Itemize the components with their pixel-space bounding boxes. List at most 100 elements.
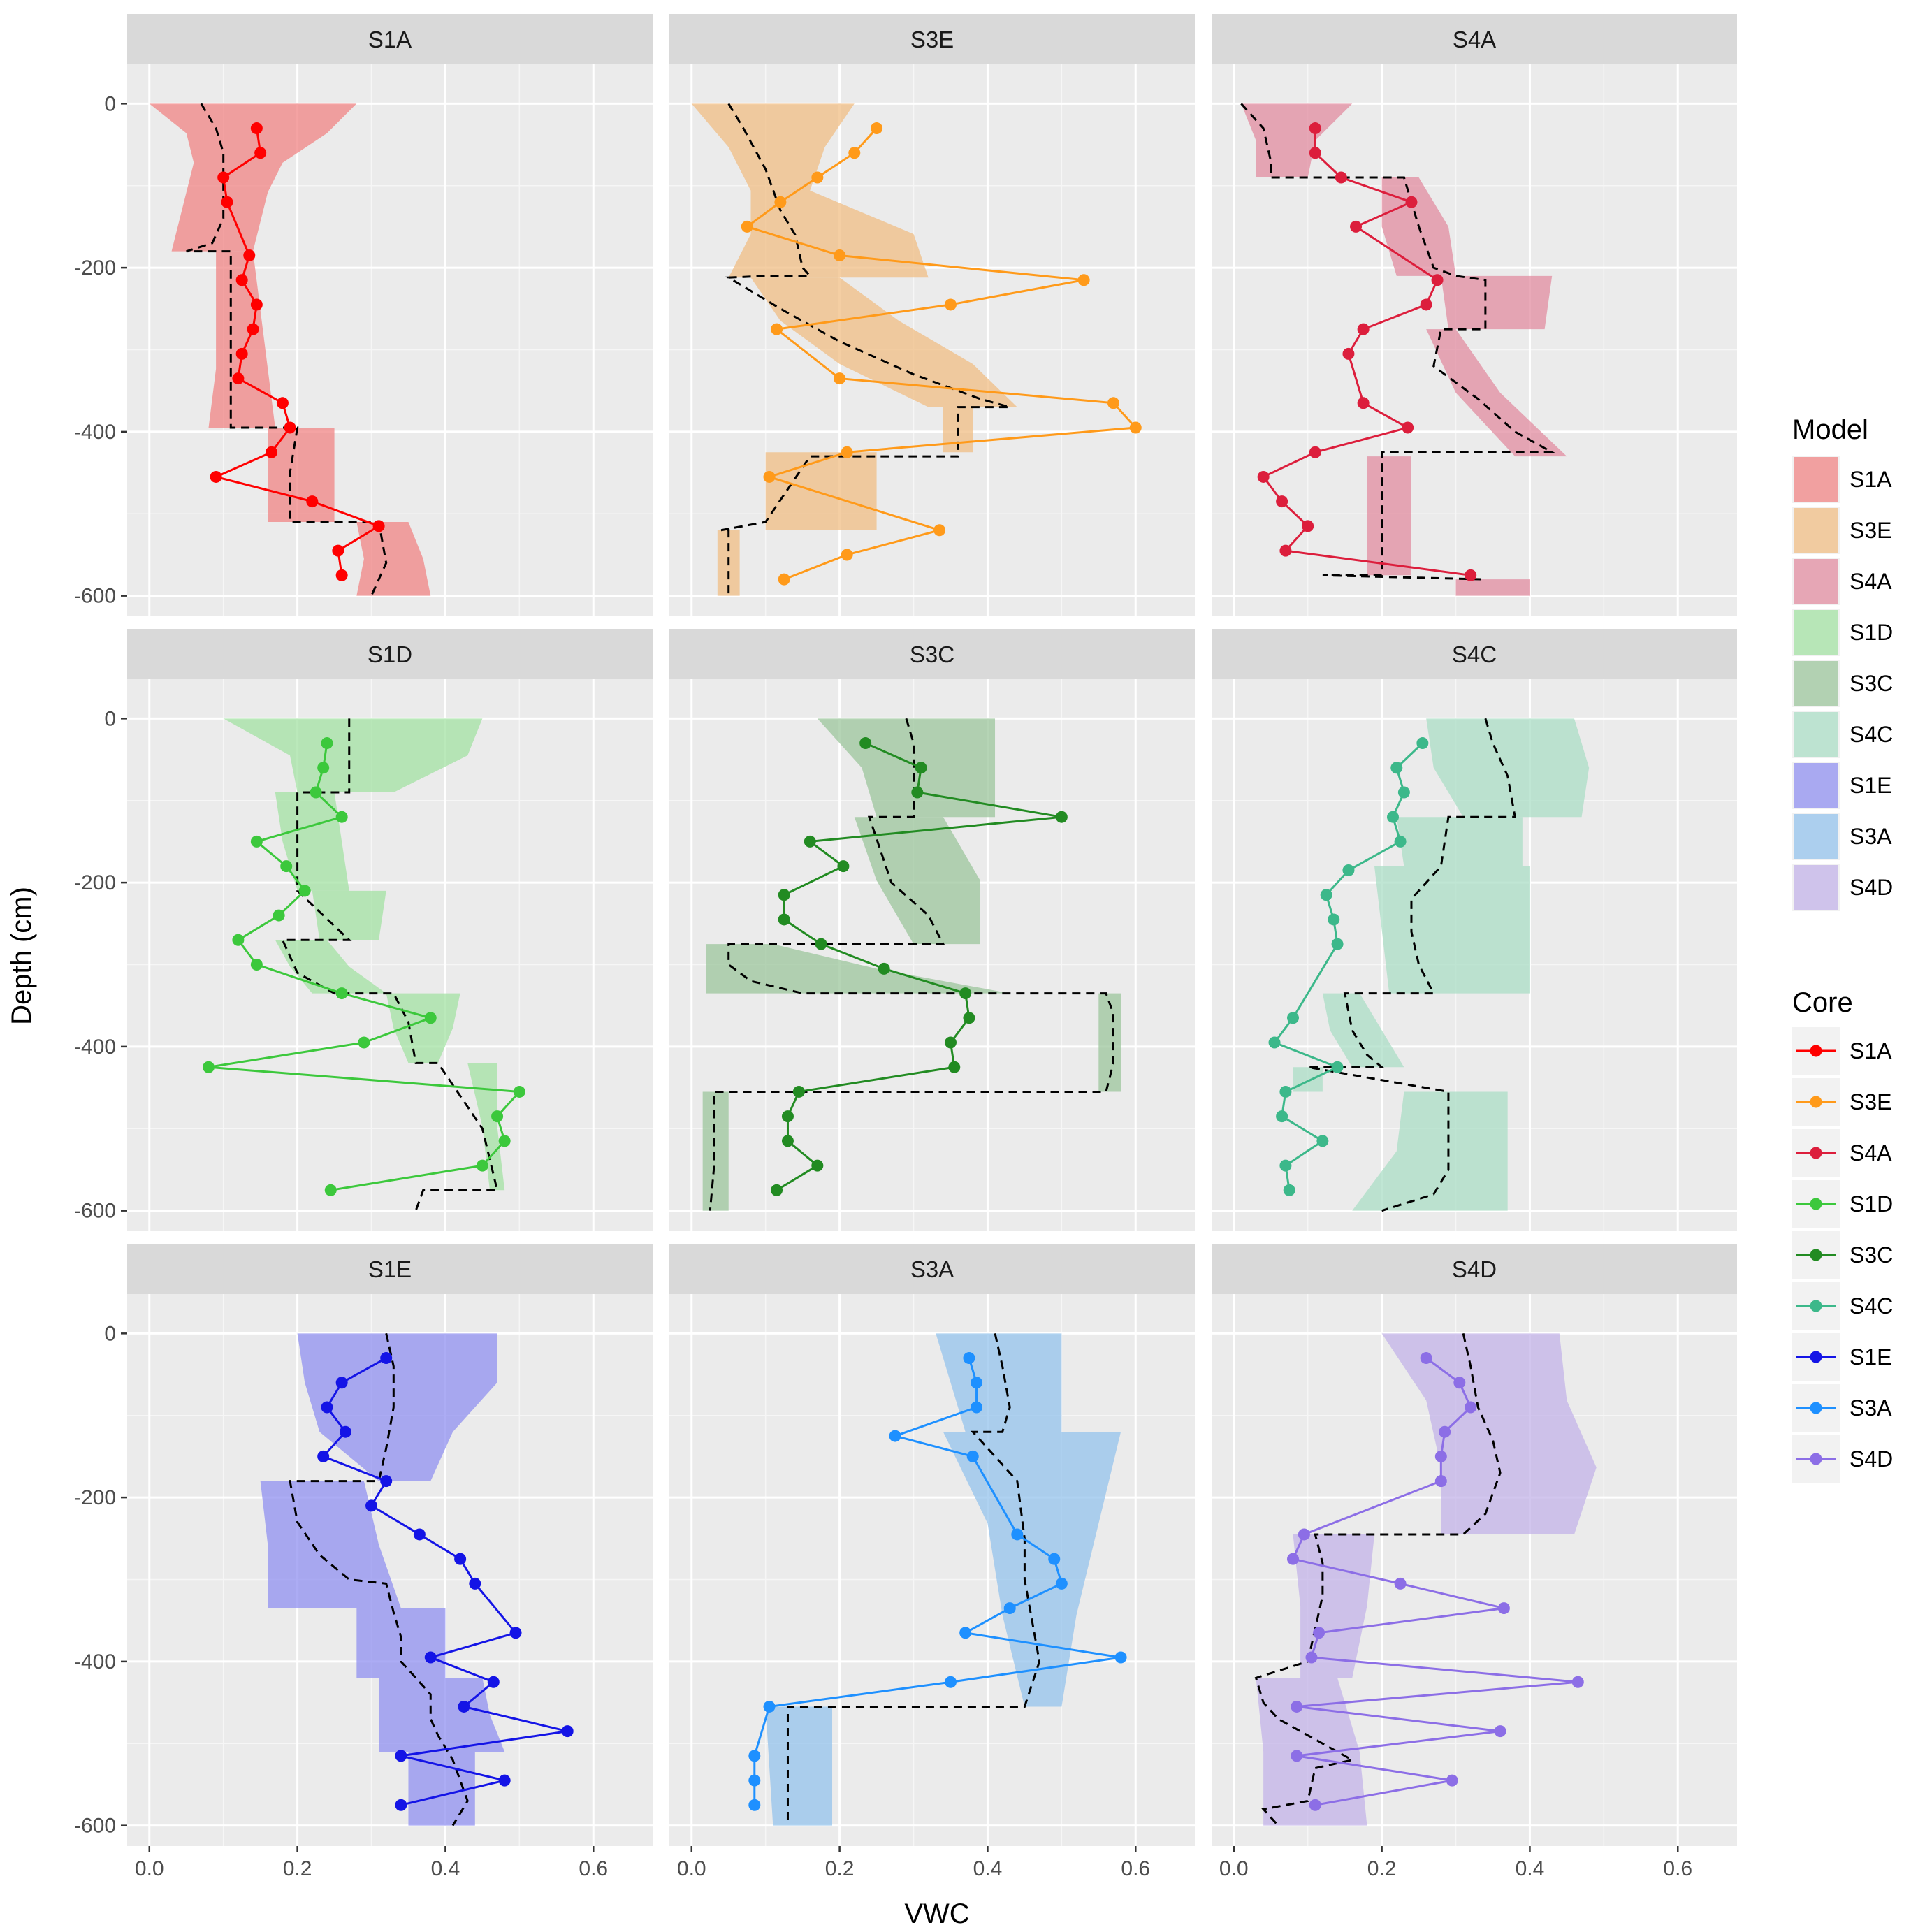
core-point: [948, 1061, 961, 1073]
facet-strip: [127, 1244, 653, 1294]
core-point: [1571, 1676, 1584, 1688]
core-point: [276, 397, 289, 409]
legend-core-label: S1D: [1850, 1191, 1893, 1216]
core-point: [235, 274, 248, 286]
x-tick-label: 0.0: [677, 1857, 706, 1880]
core-point: [971, 1377, 983, 1389]
legend-model-label: S1D: [1850, 620, 1893, 645]
core-point: [1328, 913, 1340, 926]
core-point: [771, 1184, 783, 1196]
core-point: [395, 1750, 407, 1762]
legend-model-title: Model: [1792, 414, 1868, 445]
core-point: [963, 1352, 975, 1365]
facet-strip-label: S3A: [910, 1256, 954, 1282]
model-band-S4C-3: [1322, 993, 1404, 1068]
core-point: [1357, 397, 1370, 409]
core-point: [335, 569, 348, 581]
panel-S4A: S4A: [1212, 14, 1737, 616]
model-mean-line-S3C: [709, 718, 1114, 1211]
core-point: [1114, 1651, 1127, 1664]
core-point: [1129, 421, 1142, 434]
model-band-S3A-2: [765, 1706, 833, 1826]
core-point: [1357, 323, 1370, 335]
core-point: [317, 1450, 330, 1462]
y-tick-label: 0: [104, 92, 116, 115]
legend-point-S4C: [1810, 1300, 1822, 1312]
model-band-S3C-1: [854, 817, 980, 945]
core-point: [1390, 762, 1403, 774]
core-point: [944, 298, 957, 311]
model-band-S4C-0: [1426, 718, 1590, 818]
facet-strip: [669, 14, 1195, 64]
y-tick-label: -200: [74, 1486, 116, 1509]
core-point: [380, 1475, 393, 1488]
model-band-S1D-0: [223, 718, 483, 792]
core-point: [1287, 1553, 1300, 1565]
model-band-S4D-2: [1256, 1678, 1367, 1826]
core-point: [1342, 347, 1355, 360]
axes-layer: 0 -200 -400 -600 0 -200 -400 -600 0 -200 -400 -600 0…: [74, 92, 1692, 1880]
legend-point-S4D: [1810, 1453, 1822, 1465]
core-point: [1048, 1553, 1061, 1565]
core-point: [1276, 495, 1288, 508]
core-point: [771, 323, 783, 335]
model-band-S3C-3: [1098, 993, 1121, 1092]
facet-strip: [1212, 14, 1737, 64]
core-point: [498, 1135, 511, 1147]
legend-core-label: S4D: [1850, 1446, 1893, 1472]
model-band-S4C-4: [1293, 1067, 1323, 1092]
legend-swatch-S3E: [1794, 508, 1838, 553]
x-tick-label: 0.4: [431, 1857, 460, 1880]
model-band-S3E-1: [750, 277, 1017, 407]
core-point: [1302, 520, 1314, 532]
model-mean-line-S1D: [281, 718, 499, 1212]
core-point: [1276, 1110, 1288, 1123]
legend-swatch-S4C: [1794, 712, 1838, 757]
y-tick-label: -400: [74, 1036, 116, 1059]
core-point: [1320, 889, 1332, 901]
core-point: [509, 1627, 522, 1639]
y-tick-label: -600: [74, 1815, 116, 1838]
core-point: [915, 762, 927, 774]
core-point: [841, 446, 853, 458]
core-point: [1309, 122, 1321, 135]
core-point: [273, 909, 285, 922]
x-tick-label: 0.6: [579, 1857, 608, 1880]
core-point: [1386, 811, 1399, 823]
legend-core-label: S4A: [1850, 1140, 1892, 1165]
x-tick-label: 0.2: [283, 1857, 312, 1880]
x-tick-label: 0.4: [1516, 1857, 1545, 1880]
core-point: [1342, 864, 1355, 877]
core-point: [1497, 1602, 1510, 1615]
core-point: [1420, 298, 1432, 311]
core-point: [1350, 220, 1363, 233]
core-point: [944, 1676, 957, 1688]
x-tick-label: 0.6: [1663, 1857, 1692, 1880]
legend-point-S1D: [1810, 1198, 1822, 1210]
core-point: [365, 1499, 378, 1512]
core-point: [1420, 1352, 1432, 1365]
panel-S1E: S1E: [127, 1244, 653, 1846]
core-point: [498, 1774, 511, 1787]
legend-swatch-S4D: [1794, 865, 1838, 910]
core-point: [763, 470, 776, 483]
x-axis-title: VWC: [904, 1898, 969, 1929]
model-mean-line-S3E: [720, 103, 1010, 596]
core-point: [911, 786, 924, 799]
legend-core-label: S3A: [1850, 1395, 1892, 1421]
core-point: [358, 1036, 370, 1049]
panel-S3A: S3A: [669, 1244, 1195, 1846]
legend-core: Core S1A S3E S4A S1D S3C S4C S1E S3A S4D: [1792, 987, 1893, 1483]
x-tick-label: 0.4: [973, 1857, 1003, 1880]
core-point: [254, 147, 267, 159]
y-tick-label: 0: [104, 707, 116, 730]
model-band-S1A-2: [268, 428, 335, 523]
core-point: [781, 1110, 794, 1123]
core-point: [335, 811, 348, 823]
core-point: [306, 495, 319, 508]
legend-core-label: S3E: [1850, 1089, 1891, 1114]
core-point: [513, 1085, 525, 1098]
core-point: [859, 737, 872, 750]
core-point: [1313, 1627, 1325, 1639]
